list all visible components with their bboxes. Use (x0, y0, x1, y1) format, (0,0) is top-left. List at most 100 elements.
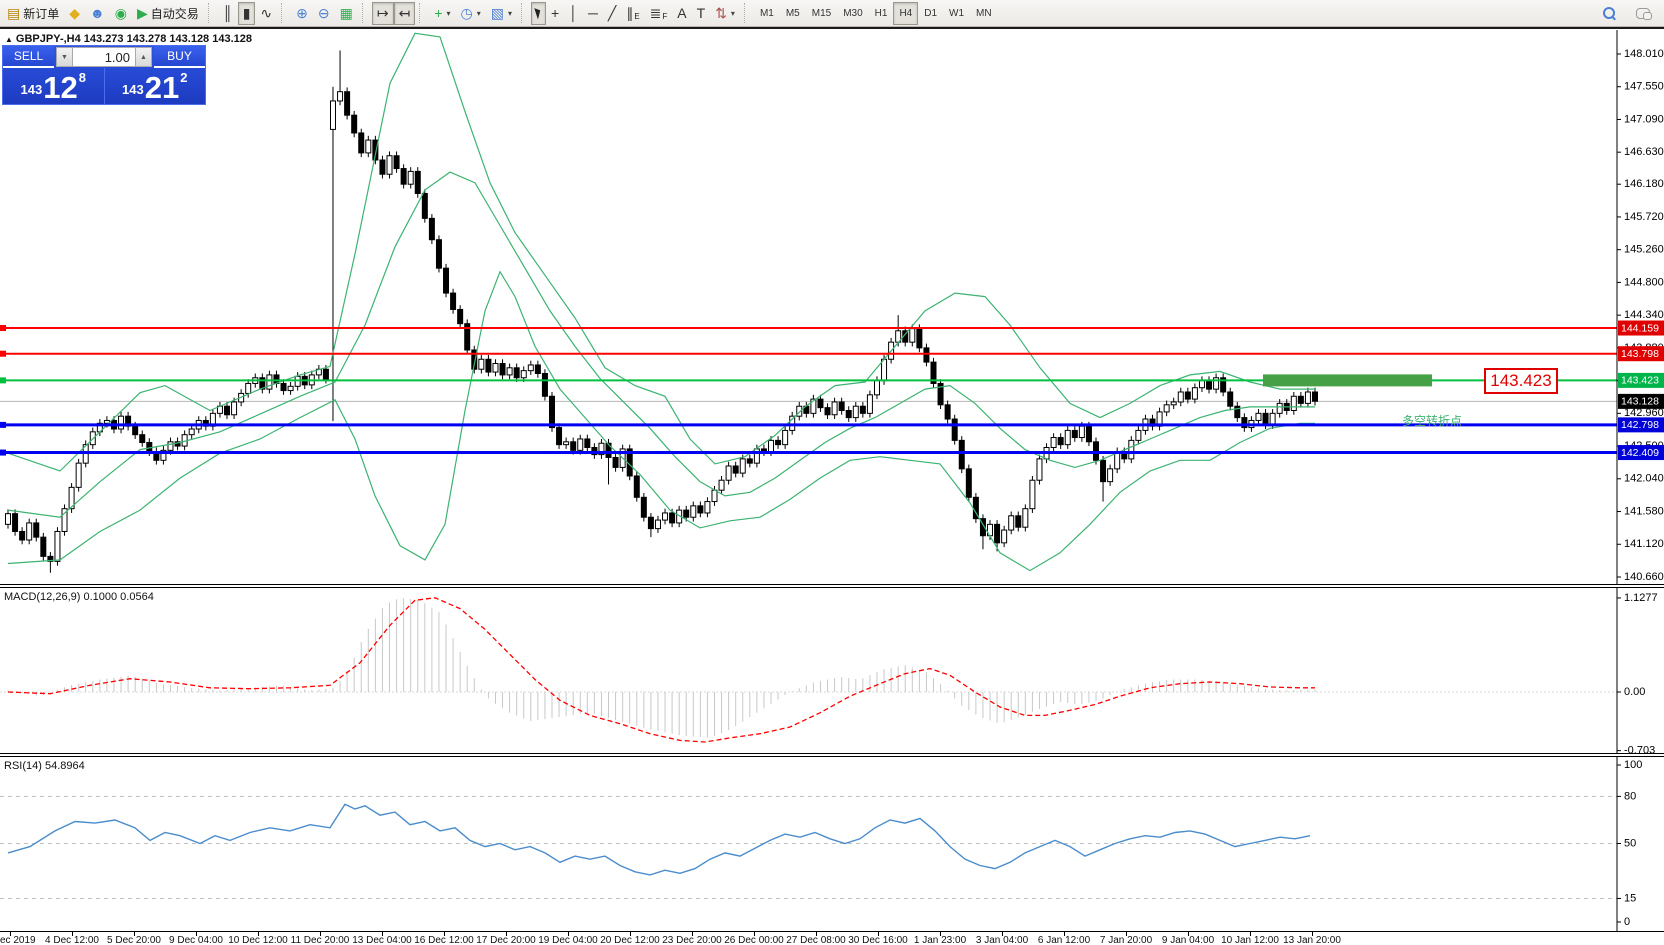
price-tick-label: 145.260 (1624, 244, 1664, 256)
time-tick-label: 17 Dec 20:00 (476, 935, 536, 945)
dropdown-icon[interactable]: ▾ (446, 8, 451, 18)
price-tick-label: 147.090 (1624, 113, 1664, 125)
vline-button[interactable]: │ (564, 2, 583, 25)
chart-title: ▲ GBPJPY-,H4 143.273 143.278 143.128 143.… (5, 33, 252, 45)
template-button[interactable]: ▧ ▾ (486, 2, 517, 25)
time-tick (320, 932, 321, 936)
fibonacci-button[interactable]: ≣ F (645, 2, 673, 25)
zoom-out-button[interactable]: ⊖ (313, 2, 335, 25)
chat-button[interactable] (1631, 2, 1656, 25)
time-tick (568, 932, 569, 936)
symbol-collapse-icon[interactable]: ▲ (5, 35, 13, 44)
time-tick (940, 932, 941, 936)
time-tick (444, 932, 445, 936)
price-badge (1618, 372, 1664, 388)
zoom-in-button[interactable]: ⊕ (291, 2, 313, 25)
new-order-button-label: 新订单 (23, 6, 60, 21)
chart-shift-button[interactable]: ↤ (393, 1, 416, 25)
tf-m1-button[interactable]: M1 (754, 2, 780, 25)
bollinger-upper-band (7, 32, 1315, 472)
candlesticks (5, 50, 1318, 573)
search-button[interactable] (1598, 2, 1621, 25)
channel-icon-sub: E (634, 11, 640, 21)
macd-indicator-label: MACD(12,26,9) 0.1000 0.0564 (4, 591, 154, 603)
signals-button[interactable]: ◉ (110, 2, 132, 25)
market-button[interactable]: ◆ (64, 2, 85, 25)
dropdown-icon[interactable]: ▾ (730, 8, 735, 18)
time-axis[interactable]: 3 Dec 2019 4 Dec 12:00 5 Dec 20:00 9 Dec 04… (0, 931, 1664, 945)
fibonacci-icon-sub: F (662, 11, 668, 21)
crosshair-button[interactable]: + (546, 2, 564, 25)
sell-price[interactable]: 143 12 8 (3, 68, 105, 104)
toolbar-separator (743, 3, 751, 23)
new-order-button[interactable]: ▤ 新订单 (2, 2, 64, 25)
time-tick-label: 23 Dec 20:00 (662, 935, 722, 945)
dropdown-icon[interactable]: ▾ (476, 8, 481, 18)
indicators-button[interactable]: + ▾ (429, 2, 455, 25)
crosshair-icon: + (551, 5, 560, 21)
turning-point-annotation[interactable]: 多空转折点 (1402, 414, 1463, 428)
tf-m5-button[interactable]: M5 (780, 2, 806, 25)
price-badge-label: 144.159 (1621, 322, 1659, 334)
cursor-button[interactable] (531, 1, 547, 25)
trendline-button[interactable]: ╱ (603, 2, 621, 25)
time-tick (1126, 932, 1127, 936)
price-badge-label: 142.409 (1621, 447, 1659, 459)
tf-h4-button[interactable]: H4 (893, 1, 919, 25)
time-tick (754, 932, 755, 936)
bar-chart-button[interactable]: ║ (218, 2, 238, 25)
dropdown-icon[interactable]: ▾ (508, 8, 513, 18)
price-tick-label: 141.580 (1624, 505, 1664, 517)
time-tick (506, 932, 507, 936)
arrows-button[interactable]: ⇅ ▾ (710, 2, 740, 25)
price-chart-pane[interactable]: 148.010 147.550 147.090 146.630 146.180 145.7… (0, 30, 1664, 584)
volume-value[interactable]: 1.00 (73, 47, 135, 67)
price-tick-label: 140.660 (1624, 571, 1664, 583)
volume-up-button[interactable]: ▲ (135, 47, 152, 67)
macd-signal-line (7, 597, 1315, 743)
price-callout-label[interactable]: 143.423 (1484, 368, 1558, 394)
text-button[interactable]: A (672, 2, 691, 25)
time-tick-label: 16 Dec 12:00 (414, 935, 474, 945)
candlestick-button[interactable]: ▮ (237, 1, 256, 25)
macd-tick-label: 1.1277 (1624, 592, 1658, 604)
community-button[interactable]: ☻ (85, 2, 110, 25)
tf-m30-button[interactable]: M30 (837, 2, 868, 25)
tf-mn-button[interactable]: MN (970, 2, 998, 25)
tile-windows-button[interactable]: ▦ (335, 2, 358, 25)
resistance-highlight-rect[interactable] (1263, 374, 1432, 387)
tf-m1-button-label: M1 (759, 7, 774, 19)
sell-button[interactable]: SELL (3, 46, 54, 68)
fibonacci-icon: ≣ (649, 5, 662, 21)
chart-window[interactable]: ▲ GBPJPY-,H4 143.273 143.278 143.128 143.… (0, 27, 1664, 945)
time-tick-label: 3 Jan 04:00 (975, 935, 1029, 945)
periods-button[interactable]: ◷ ▾ (456, 2, 486, 25)
tf-m15-button[interactable]: M15 (806, 2, 837, 25)
price-tick-label: 146.180 (1624, 178, 1664, 190)
macd-tick-label: -0.703 (1624, 745, 1655, 753)
macd-pane[interactable]: 1.1277 0.00 -0.703 (0, 588, 1664, 753)
rsi-tick-label: 0 (1624, 916, 1630, 928)
textlabel-button[interactable]: T (692, 2, 711, 25)
autoscroll-button[interactable]: ↦ (371, 1, 394, 25)
autotrade-icon: ▶ (136, 5, 148, 21)
pane-separator[interactable] (0, 584, 1664, 588)
channel-button[interactable]: ∥ E (621, 2, 644, 25)
tf-w1-button[interactable]: W1 (943, 2, 970, 25)
autotrade-button[interactable]: ▶ 自动交易 (132, 2, 204, 25)
toolbar-separator (281, 3, 288, 23)
rsi-tick-label: 80 (1624, 790, 1636, 802)
tf-d1-button[interactable]: D1 (918, 2, 943, 25)
line-chart-button[interactable]: ∿ (255, 2, 277, 25)
buy-price[interactable]: 143 21 2 (105, 68, 206, 104)
time-tick (1002, 932, 1003, 936)
tf-h1-button[interactable]: H1 (869, 2, 894, 25)
rsi-tick-label: 50 (1624, 837, 1636, 849)
time-tick-label: 27 Dec 08:00 (786, 935, 846, 945)
hline-button[interactable]: ─ (583, 2, 603, 25)
rsi-pane[interactable]: 100 80 50 15 0 (0, 757, 1664, 931)
volume-down-button[interactable]: ▼ (56, 47, 73, 67)
line-chart-icon: ∿ (260, 5, 273, 21)
pane-separator[interactable] (0, 753, 1664, 757)
buy-button[interactable]: BUY (154, 46, 205, 68)
